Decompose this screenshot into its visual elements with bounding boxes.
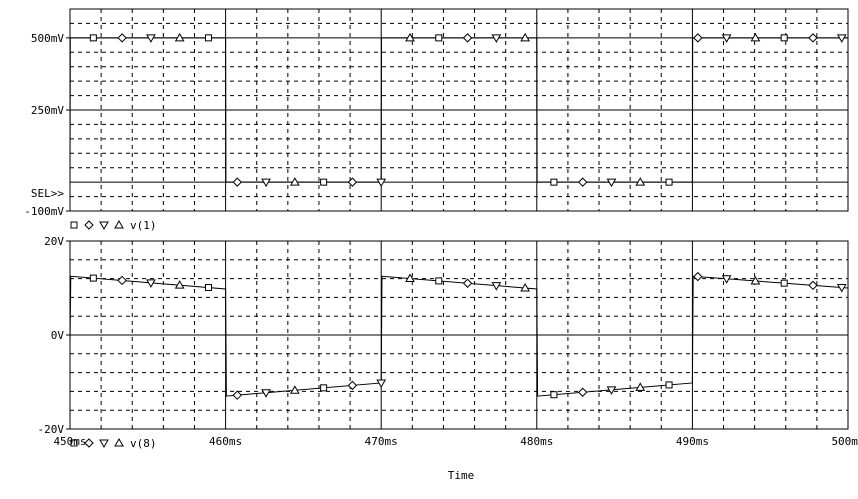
triangle-up-marker <box>114 219 124 229</box>
triangle-down-marker <box>721 275 732 284</box>
y-tick-label: 250mV <box>31 104 64 117</box>
square-marker <box>780 279 788 287</box>
triangle-up-marker <box>520 32 530 42</box>
square-marker <box>435 34 443 42</box>
diamond-marker <box>232 390 242 400</box>
triangle-up-marker <box>750 275 761 285</box>
triangle-up-marker <box>174 280 185 289</box>
diamond-marker <box>84 438 94 448</box>
diamond-marker <box>808 280 818 291</box>
triangle-up-marker <box>289 177 300 186</box>
trace-line <box>69 37 848 183</box>
triangle-down-marker <box>376 379 387 388</box>
diamond-marker <box>84 220 94 230</box>
square-marker <box>89 34 97 42</box>
diamond-marker <box>693 271 703 282</box>
triangle-up-marker <box>114 437 124 447</box>
square-marker <box>320 384 328 392</box>
x-axis: 450ms 460ms 470ms 480ms 490ms 500ms Time <box>53 435 858 482</box>
x-axis-title: Time <box>448 469 475 482</box>
diamond-marker <box>808 33 818 43</box>
triangle-down-marker <box>491 282 502 291</box>
y-tick-label: 20V <box>44 235 64 248</box>
y-tick-label: 500mV <box>31 32 64 45</box>
triangle-up-marker <box>405 32 415 42</box>
square-marker <box>89 274 97 282</box>
square-marker <box>780 34 788 42</box>
triangle-down-marker <box>606 178 617 188</box>
triangle-down-marker <box>836 284 847 293</box>
sel-indicator[interactable]: SEL>> <box>31 187 64 200</box>
y-tick-label: -100mV <box>24 205 64 218</box>
triangle-up-marker <box>174 32 185 42</box>
diamond-marker <box>117 275 127 286</box>
diamond-marker <box>117 33 127 43</box>
triangle-down-marker <box>836 34 847 43</box>
triangle-down-marker <box>99 439 109 449</box>
triangle-up-marker <box>635 382 646 391</box>
square-marker <box>550 391 558 399</box>
triangle-down-marker <box>99 221 109 231</box>
square-marker <box>435 277 443 285</box>
legend-label: v(8) <box>130 437 157 450</box>
triangle-down-marker <box>491 34 502 43</box>
triangle-up-marker <box>520 282 530 292</box>
triangle-down-marker <box>261 389 271 398</box>
x-tick-label: 470ms <box>365 435 398 448</box>
triangle-up-marker <box>289 385 300 394</box>
triangle-down-marker <box>146 279 156 288</box>
triangle-down-marker <box>721 34 732 43</box>
square-marker <box>320 178 328 186</box>
diamond-marker <box>462 33 473 43</box>
triangle-down-marker <box>376 178 387 188</box>
y-tick-label: -20V <box>38 423 65 436</box>
square-marker <box>204 34 212 42</box>
square-marker <box>665 381 673 389</box>
y-tick-label: 0V <box>51 329 65 342</box>
diamond-marker <box>693 33 703 43</box>
x-tick-label: 500ms <box>831 435 858 448</box>
diamond-marker <box>347 380 358 391</box>
triangle-up-marker <box>750 32 761 42</box>
diamond-marker <box>232 177 242 187</box>
x-tick-label: 460ms <box>209 435 242 448</box>
diamond-marker <box>577 387 588 397</box>
legend-label: v(1) <box>130 219 157 232</box>
triangle-up-marker <box>635 177 646 186</box>
triangle-down-marker <box>606 386 617 395</box>
x-tick-label: 490ms <box>676 435 709 448</box>
triangle-up-marker <box>405 273 415 283</box>
diamond-marker <box>347 177 358 187</box>
trace-line <box>69 275 849 397</box>
x-tick-label: 450ms <box>53 435 86 448</box>
square-marker <box>70 221 78 229</box>
square-marker <box>665 178 673 186</box>
triangle-down-marker <box>261 178 271 188</box>
diamond-marker <box>462 278 473 288</box>
diamond-marker <box>577 177 588 187</box>
upper-plot: 500mV 250mV -100mV SEL>> v(1) <box>24 8 849 232</box>
lower-plot: 20V 0V -20V v(8) <box>38 235 849 450</box>
square-marker <box>70 439 78 447</box>
x-tick-label: 480ms <box>520 435 553 448</box>
square-marker <box>550 178 558 186</box>
triangle-down-marker <box>146 34 156 43</box>
square-marker <box>204 284 212 292</box>
